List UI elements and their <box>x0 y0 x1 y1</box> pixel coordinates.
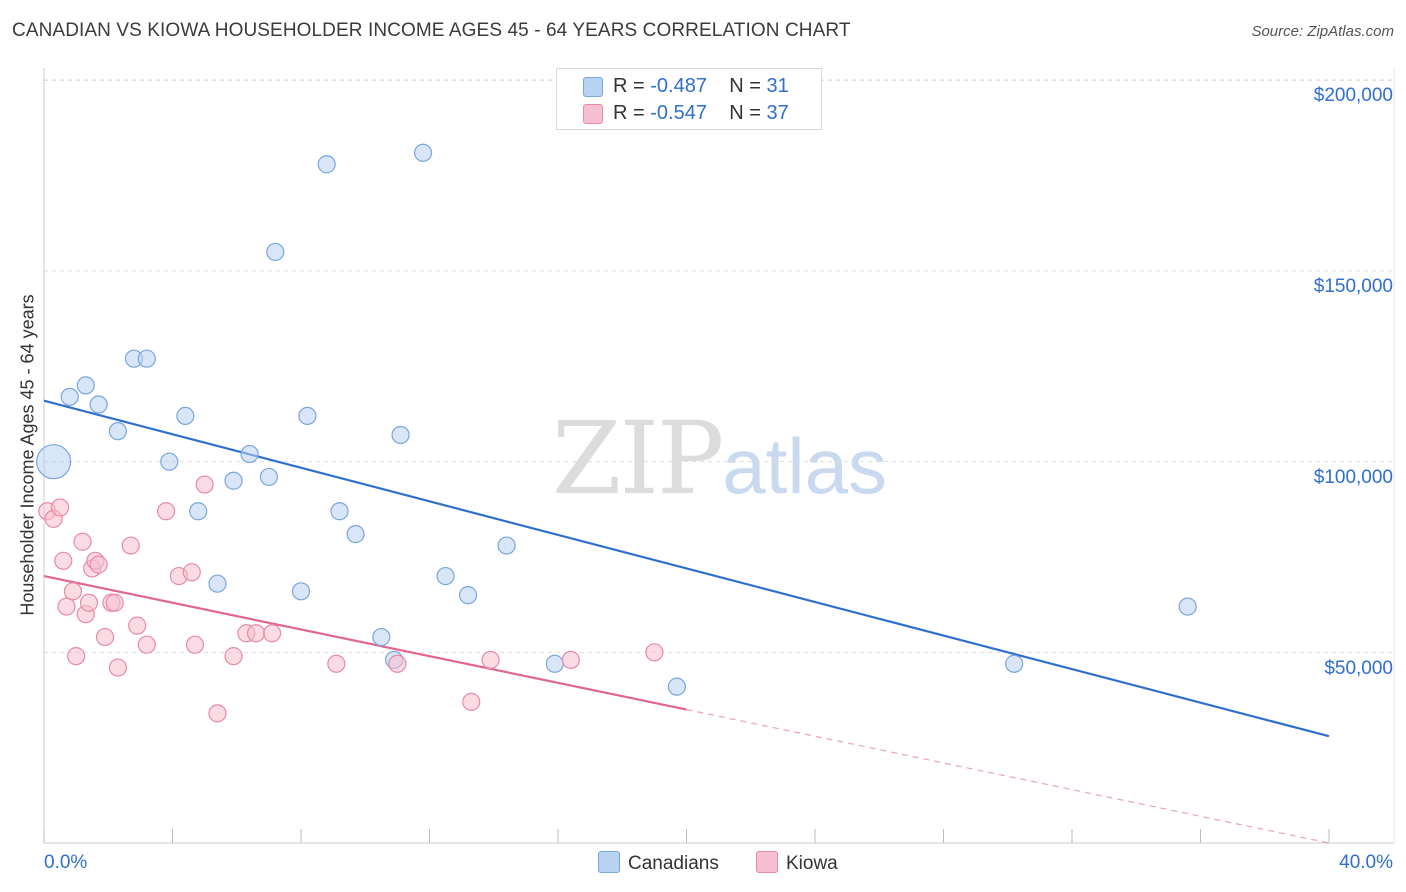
kiowa-trend-line <box>43 574 687 711</box>
canadians-point <box>545 654 564 673</box>
kiowa-point <box>121 536 140 555</box>
canadians-point <box>240 444 259 464</box>
n-value: 31 <box>766 75 789 97</box>
data-points <box>36 143 1197 723</box>
kiowa-point <box>208 704 227 723</box>
canadians-trend-line <box>43 399 1330 738</box>
kiowa-point <box>156 502 176 521</box>
canadians-point <box>208 574 227 593</box>
y-axis-label: Householder Income Ages 45 - 64 years <box>17 294 38 616</box>
canadians-point <box>391 425 410 445</box>
y-tick-label: $150,000 <box>1313 276 1393 297</box>
kiowa-point <box>105 593 124 612</box>
kiowa-point <box>63 582 83 601</box>
canadians-point <box>1178 597 1197 616</box>
canadians-point <box>137 349 156 368</box>
canadians-point <box>346 525 365 544</box>
watermark-atlas: atlas <box>722 422 888 510</box>
canadians-point <box>259 467 278 487</box>
kiowa-point <box>89 555 108 574</box>
bottom-legend-canadians: Canadians <box>598 851 719 875</box>
r-label: R = <box>613 102 645 124</box>
kiowa-point <box>481 650 500 670</box>
kiowa-point <box>54 551 73 570</box>
kiowa-point <box>224 647 243 666</box>
canadians-point <box>291 582 311 601</box>
kiowa-point <box>246 624 266 643</box>
r-label: R = <box>613 75 645 97</box>
canadians-point <box>60 387 79 406</box>
canadians-point <box>189 502 208 521</box>
correlation-legend: R = -0.487 N = 31 R = -0.547 N = 37 <box>556 68 822 130</box>
kiowa-point <box>57 597 76 616</box>
canadians-point <box>176 406 195 426</box>
kiowa-point <box>462 692 481 712</box>
kiowa-point <box>73 532 92 551</box>
kiowa-point <box>388 654 407 673</box>
canadians-point <box>266 242 285 262</box>
legend-label: Canadians <box>628 853 719 874</box>
canadians-point <box>1005 654 1024 673</box>
canadians-point <box>667 677 686 696</box>
canadians-point <box>224 471 243 490</box>
canadians-swatch <box>583 77 603 97</box>
r-value: -0.547 <box>650 102 707 124</box>
canadians-point <box>298 406 317 426</box>
canadians-point <box>436 566 455 586</box>
kiowa-point <box>185 635 205 654</box>
kiowa-point <box>128 616 147 635</box>
canadians-point <box>330 502 349 521</box>
r-value: -0.487 <box>650 75 707 97</box>
kiowa-point <box>182 563 201 582</box>
n-label: N = <box>729 75 761 97</box>
kiowa-point <box>67 647 86 666</box>
source-credit: Source: ZipAtlas.com <box>1251 23 1394 40</box>
chart-title: CANADIAN VS KIOWA HOUSEHOLDER INCOME AGE… <box>12 20 851 41</box>
kiowa-point <box>327 654 346 673</box>
canadians-point <box>89 395 108 414</box>
canadians-point <box>317 155 336 174</box>
kiowa-point <box>137 635 156 654</box>
y-tick-label: $200,000 <box>1313 85 1393 106</box>
bottom-legend-kiowa: Kiowa <box>756 851 838 875</box>
canadians-point <box>458 586 478 605</box>
legend-text: R = -0.547 N = 37 <box>613 102 789 125</box>
grid-lines <box>44 79 1394 653</box>
kiowa-swatch <box>756 851 778 873</box>
y-tick-label: $100,000 <box>1313 467 1393 488</box>
n-label: N = <box>729 102 761 124</box>
kiowa-point <box>262 624 282 643</box>
kiowa-point <box>50 498 70 517</box>
canadians-point <box>160 452 179 471</box>
kiowa-point <box>79 593 99 612</box>
kiowa-point <box>95 627 115 647</box>
kiowa-point <box>645 643 664 662</box>
watermark: ZIPatlas <box>552 400 887 517</box>
canadians-point <box>497 536 516 555</box>
canadians-point <box>76 376 95 395</box>
kiowa-trend-extension <box>686 708 1330 844</box>
canadians-point <box>413 143 433 162</box>
n-value: 37 <box>766 102 789 124</box>
x-tick-label: 0.0% <box>44 852 88 873</box>
kiowa-point <box>561 650 580 670</box>
legend-label: Kiowa <box>786 853 838 874</box>
legend-text: R = -0.487 N = 31 <box>613 75 789 98</box>
canadians-point <box>372 627 391 647</box>
trend-lines <box>43 399 1330 844</box>
kiowa-swatch <box>583 104 603 124</box>
kiowa-point <box>108 658 127 677</box>
canadians-point <box>36 444 72 480</box>
canadians-point <box>108 422 127 441</box>
kiowa-point <box>195 475 214 494</box>
canadians-swatch <box>598 851 620 873</box>
y-tick-label: $50,000 <box>1324 658 1393 679</box>
watermark-zip: ZIP <box>552 400 724 517</box>
x-tick-label: 40.0% <box>1339 852 1393 873</box>
